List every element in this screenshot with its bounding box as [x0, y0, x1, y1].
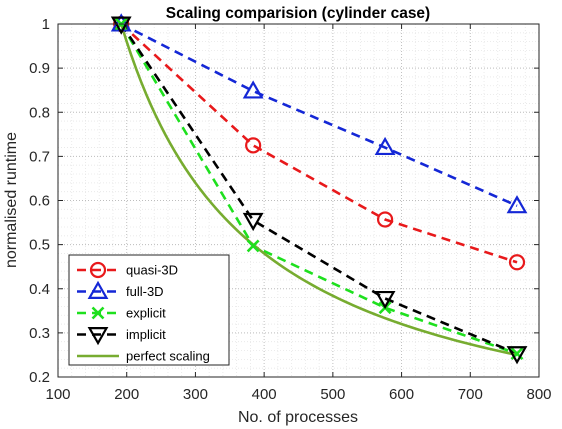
- data-point: [376, 211, 394, 228]
- data-point: [246, 239, 260, 253]
- data-point: [508, 254, 526, 271]
- data-point: [374, 290, 396, 310]
- y-tick-label: 0.3: [29, 325, 50, 342]
- x-tick-label: 600: [389, 386, 414, 403]
- legend-label: explicit: [126, 306, 166, 321]
- legend-label: implicit: [126, 327, 166, 342]
- data-point: [374, 136, 396, 156]
- y-tick-label: 0.9: [29, 60, 50, 77]
- data-point: [506, 346, 528, 365]
- legend-label: full-3D: [126, 284, 164, 299]
- y-tick-label: 0.2: [29, 369, 50, 386]
- y-tick-label: 1: [42, 16, 50, 33]
- series-line: [120, 23, 518, 355]
- x-tick-label: 500: [320, 386, 345, 403]
- data-point: [242, 212, 264, 232]
- data-point: [110, 16, 132, 35]
- legend-label: perfect scaling: [126, 349, 210, 364]
- legend-label: quasi-3D: [126, 263, 178, 278]
- legend: quasi-3D full-3D explicit implicit perfect s…: [68, 254, 230, 366]
- x-tick-label: 400: [252, 386, 277, 403]
- y-tick-labels: 0.2 0.3 0.4 0.5 0.6 0.7 0.8 0.9 1: [29, 16, 50, 386]
- legend-marker: [91, 306, 105, 320]
- series-line: [120, 22, 518, 207]
- series-layer: [110, 13, 528, 365]
- x-tick-label: 100: [45, 386, 70, 403]
- x-tick-labels: 100 200 300 400 500 600 700 800: [45, 386, 551, 403]
- y-tick-label: 0.7: [29, 148, 50, 165]
- x-tick-label: 800: [526, 386, 551, 403]
- axis-ticks: [57, 23, 540, 378]
- series-4: [119, 23, 518, 357]
- y-tick-label: 0.8: [29, 104, 50, 121]
- legend-marker: [87, 327, 109, 346]
- x-axis-label: No. of processes: [238, 409, 358, 426]
- y-tick-label: 0.6: [29, 193, 50, 210]
- series-line: [119, 23, 518, 357]
- y-axis-label: normalised runtime: [3, 132, 20, 268]
- data-point: [245, 137, 262, 154]
- x-tick-label: 700: [458, 386, 483, 403]
- y-tick-label: 0.4: [29, 281, 50, 298]
- series-2: [120, 23, 518, 355]
- data-point: [506, 195, 528, 214]
- chart-title: Scaling comparision (cylinder case): [166, 5, 430, 22]
- y-tick-label: 0.5: [29, 237, 50, 254]
- x-tick-label: 300: [183, 386, 208, 403]
- legend-marker: [87, 280, 109, 299]
- series-3-markers: [110, 16, 528, 365]
- legend-marker: [89, 261, 107, 279]
- x-tick-label: 200: [114, 386, 139, 403]
- data-point: [242, 80, 264, 99]
- series-1: [120, 22, 518, 207]
